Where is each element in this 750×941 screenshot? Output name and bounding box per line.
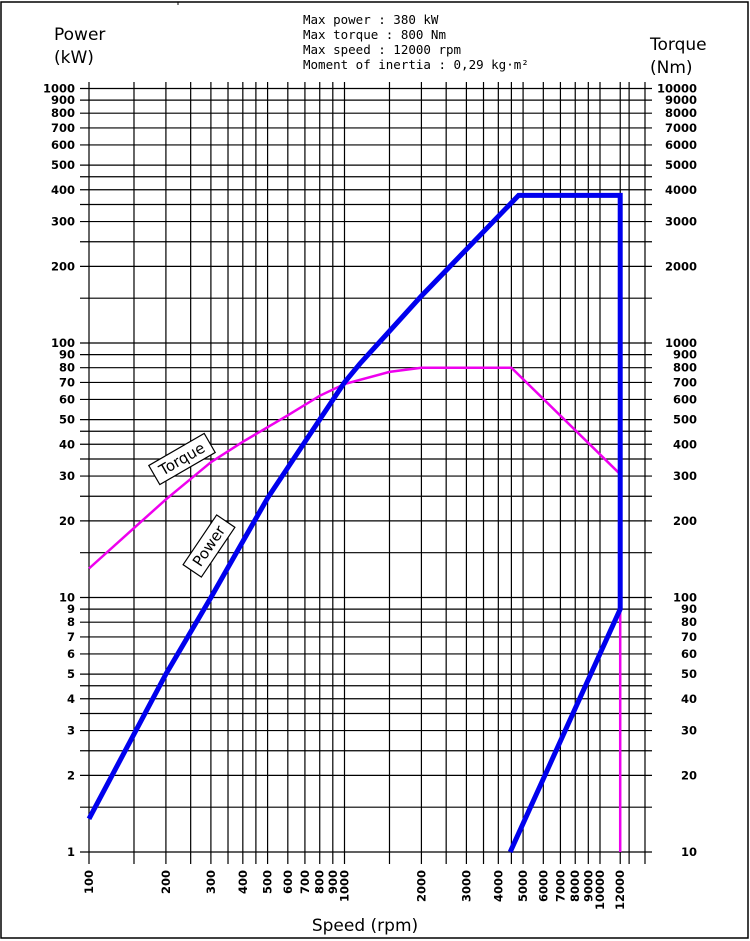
y-right-tick-label: 7000: [665, 121, 697, 135]
left-axis-title: Power: [54, 25, 105, 45]
x-tick-label: 700: [298, 870, 312, 894]
x-axis-title: Speed (rpm): [312, 916, 418, 936]
x-tick-label: 100: [82, 870, 96, 894]
x-tick-label: 500: [261, 870, 275, 894]
x-tick-label: 600: [281, 870, 295, 894]
x-tick-label: 5000: [516, 870, 530, 902]
y-right-tick-label: 9000: [665, 93, 697, 107]
x-tick-label: 800: [313, 870, 327, 894]
y-right-tick-label: 90: [681, 602, 697, 616]
info-line: Max power : 380 kW: [303, 12, 439, 27]
y-left-tick-label: 70: [59, 375, 75, 389]
y-right-tick-label: 400: [673, 437, 697, 451]
y-right-tick-label: 100: [673, 591, 697, 605]
y-right-tick-label: 40: [681, 692, 697, 706]
y-left-tick-label: 700: [51, 121, 75, 135]
power-curve: [86, 192, 623, 854]
x-tick-label: 200: [159, 870, 173, 894]
y-right-tick-label: 500: [673, 413, 697, 427]
x-tick-label: 4000: [491, 870, 505, 902]
y-left-tick-label: 10: [59, 591, 75, 605]
y-right-tick-label: 8000: [665, 106, 697, 120]
y-left-tick-label: 40: [59, 437, 75, 451]
y-left-tick-label: 1: [67, 845, 75, 859]
x-tick-label: 300: [204, 870, 218, 894]
x-tick-label: 1000: [338, 870, 352, 902]
y-left-tick-label: 20: [59, 514, 75, 528]
grid: [80, 82, 652, 864]
torque-label-box: [147, 432, 217, 486]
y-left-tick-label: 4: [67, 692, 75, 706]
y-left-tick-label: 2: [67, 768, 75, 782]
x-tick-label: 12000: [613, 870, 627, 910]
x-tick-label: 2000: [414, 870, 428, 902]
info-block: Max power : 380 kW Max torque : 800 Nm M…: [303, 12, 529, 72]
y-right-tick-label: 6000: [665, 138, 697, 152]
y-left-tick-label: 3: [67, 724, 75, 738]
y-left-tick-label: 90: [59, 348, 75, 362]
x-tick-label: 10000: [593, 870, 607, 910]
y-left-tick-label: 6: [67, 647, 75, 661]
y-left-tick-label: 800: [51, 106, 75, 120]
x-tick-label: 8000: [568, 870, 582, 902]
y-left-tick-label: 500: [51, 158, 75, 172]
y-left-tick-label: 9: [67, 602, 75, 616]
y-right-tick-label: 30: [681, 724, 697, 738]
series-lines: [86, 192, 623, 854]
info-line: Moment of inertia : 0,29 kg·m²: [303, 57, 529, 72]
y-right-tick-label: 10: [681, 845, 697, 859]
y-left-tick-label: 60: [59, 392, 75, 406]
y-left-tick-label: 8: [67, 615, 75, 629]
y-right-tick-label: 70: [681, 630, 697, 644]
info-line: Max torque : 800 Nm: [303, 27, 446, 42]
y-right-tick-label: 2000: [665, 259, 697, 273]
x-tick-label: 9000: [581, 870, 595, 902]
y-left-tick-label: 200: [51, 259, 75, 273]
y-right-tick-label: 5000: [665, 158, 697, 172]
x-tick-label: 3000: [459, 870, 473, 902]
x-tick-label: 6000: [536, 870, 550, 902]
y-left-tick-label: 900: [51, 93, 75, 107]
right-axis-unit: (Nm): [650, 58, 693, 78]
y-left-tick-label: 400: [51, 183, 75, 197]
y-right-tick-label: 600: [673, 392, 697, 406]
y-left-tick-label: 100: [51, 336, 75, 350]
y-right-tick-label: 3000: [665, 215, 697, 229]
x-tick-label: 7000: [553, 870, 567, 902]
right-axis-title: Torque: [649, 35, 707, 55]
x-tick-label: 900: [326, 870, 340, 894]
y-left-tick-label: 50: [59, 413, 75, 427]
y-right-tick-label: 700: [673, 375, 697, 389]
info-line: Max speed : 12000 rpm: [303, 42, 461, 57]
y-right-tick-label: 800: [673, 361, 697, 375]
y-right-tick-label: 900: [673, 348, 697, 362]
y-left-tick-label: 1000: [43, 82, 75, 96]
y-right-tick-label: 50: [681, 667, 697, 681]
y-left-tick-label: 5: [67, 667, 75, 681]
y-left-tick-label: 600: [51, 138, 75, 152]
y-right-tick-label: 10000: [657, 82, 697, 96]
y-left-tick-label: 30: [59, 469, 75, 483]
left-axis-unit: (kW): [54, 48, 94, 68]
y-right-tick-label: 60: [681, 647, 697, 661]
torque-curve: [88, 366, 622, 852]
y-right-tick-label: 1000: [665, 336, 697, 350]
x-tick-label: 400: [236, 870, 250, 894]
y-right-tick-label: 20: [681, 768, 697, 782]
y-left-tick-label: 7: [67, 630, 75, 644]
y-right-tick-label: 80: [681, 615, 697, 629]
y-right-tick-label: 300: [673, 469, 697, 483]
y-right-tick-label: 200: [673, 514, 697, 528]
y-left-tick-label: 300: [51, 215, 75, 229]
y-right-tick-label: 4000: [665, 183, 697, 197]
y-left-tick-label: 80: [59, 361, 75, 375]
power-label-box: [182, 514, 236, 578]
